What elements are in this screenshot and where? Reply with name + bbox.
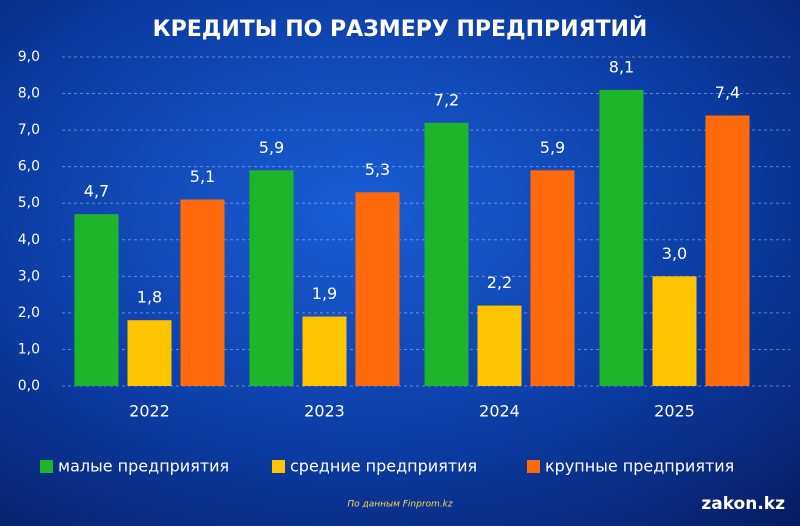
- value-label: 3,0: [662, 244, 687, 263]
- y-tick-label: 4,0: [18, 232, 40, 248]
- bar: [249, 170, 294, 386]
- value-label: 7,2: [434, 90, 459, 109]
- bar: [652, 276, 697, 386]
- bar: [302, 316, 347, 386]
- y-tick-label: 6,0: [18, 159, 40, 175]
- value-label: 5,1: [190, 167, 215, 186]
- legend-label: средние предприятия: [290, 457, 477, 476]
- y-tick-label: 0,0: [18, 378, 40, 394]
- bar: [477, 305, 522, 386]
- y-tick-label: 9,0: [18, 49, 40, 65]
- value-label: 5,3: [365, 160, 390, 179]
- bar: [74, 214, 119, 386]
- x-tick-label: 2025: [654, 402, 695, 421]
- bar: [180, 199, 225, 386]
- legend-label: малые предприятия: [58, 457, 229, 476]
- x-tick-label: 2024: [479, 402, 520, 421]
- y-tick-label: 2,0: [18, 305, 40, 321]
- y-tick-label: 7,0: [18, 122, 40, 138]
- value-label: 1,8: [137, 288, 162, 307]
- x-tick-label: 2022: [129, 402, 170, 421]
- bar: [127, 320, 172, 386]
- y-tick-label: 3,0: [18, 268, 40, 284]
- bar: [705, 115, 750, 386]
- watermark: zakon.kz: [701, 494, 785, 514]
- value-label: 5,9: [540, 138, 565, 157]
- legend-label: крупные предприятия: [545, 457, 734, 476]
- y-tick-label: 8,0: [18, 86, 40, 102]
- bar: [424, 122, 469, 387]
- source: По данным Finprom.kz: [347, 500, 453, 510]
- chart-title: КРЕДИТЫ ПО РАЗМЕРУ ПРЕДПРИЯТИЙ: [153, 16, 648, 42]
- bar: [530, 170, 575, 386]
- y-tick-label: 5,0: [18, 195, 40, 211]
- value-label: 5,9: [259, 138, 284, 157]
- x-tick-label: 2023: [304, 402, 345, 421]
- y-tick-label: 1,0: [18, 341, 40, 357]
- legend-swatch: [527, 460, 540, 473]
- value-label: 7,4: [715, 83, 740, 102]
- legend-swatch: [40, 460, 53, 473]
- value-label: 4,7: [84, 182, 109, 201]
- value-label: 1,9: [312, 284, 337, 303]
- bar: [599, 89, 644, 387]
- legend-swatch: [272, 460, 285, 473]
- value-label: 8,1: [609, 57, 634, 76]
- value-label: 2,2: [487, 273, 512, 292]
- bar: [355, 192, 400, 386]
